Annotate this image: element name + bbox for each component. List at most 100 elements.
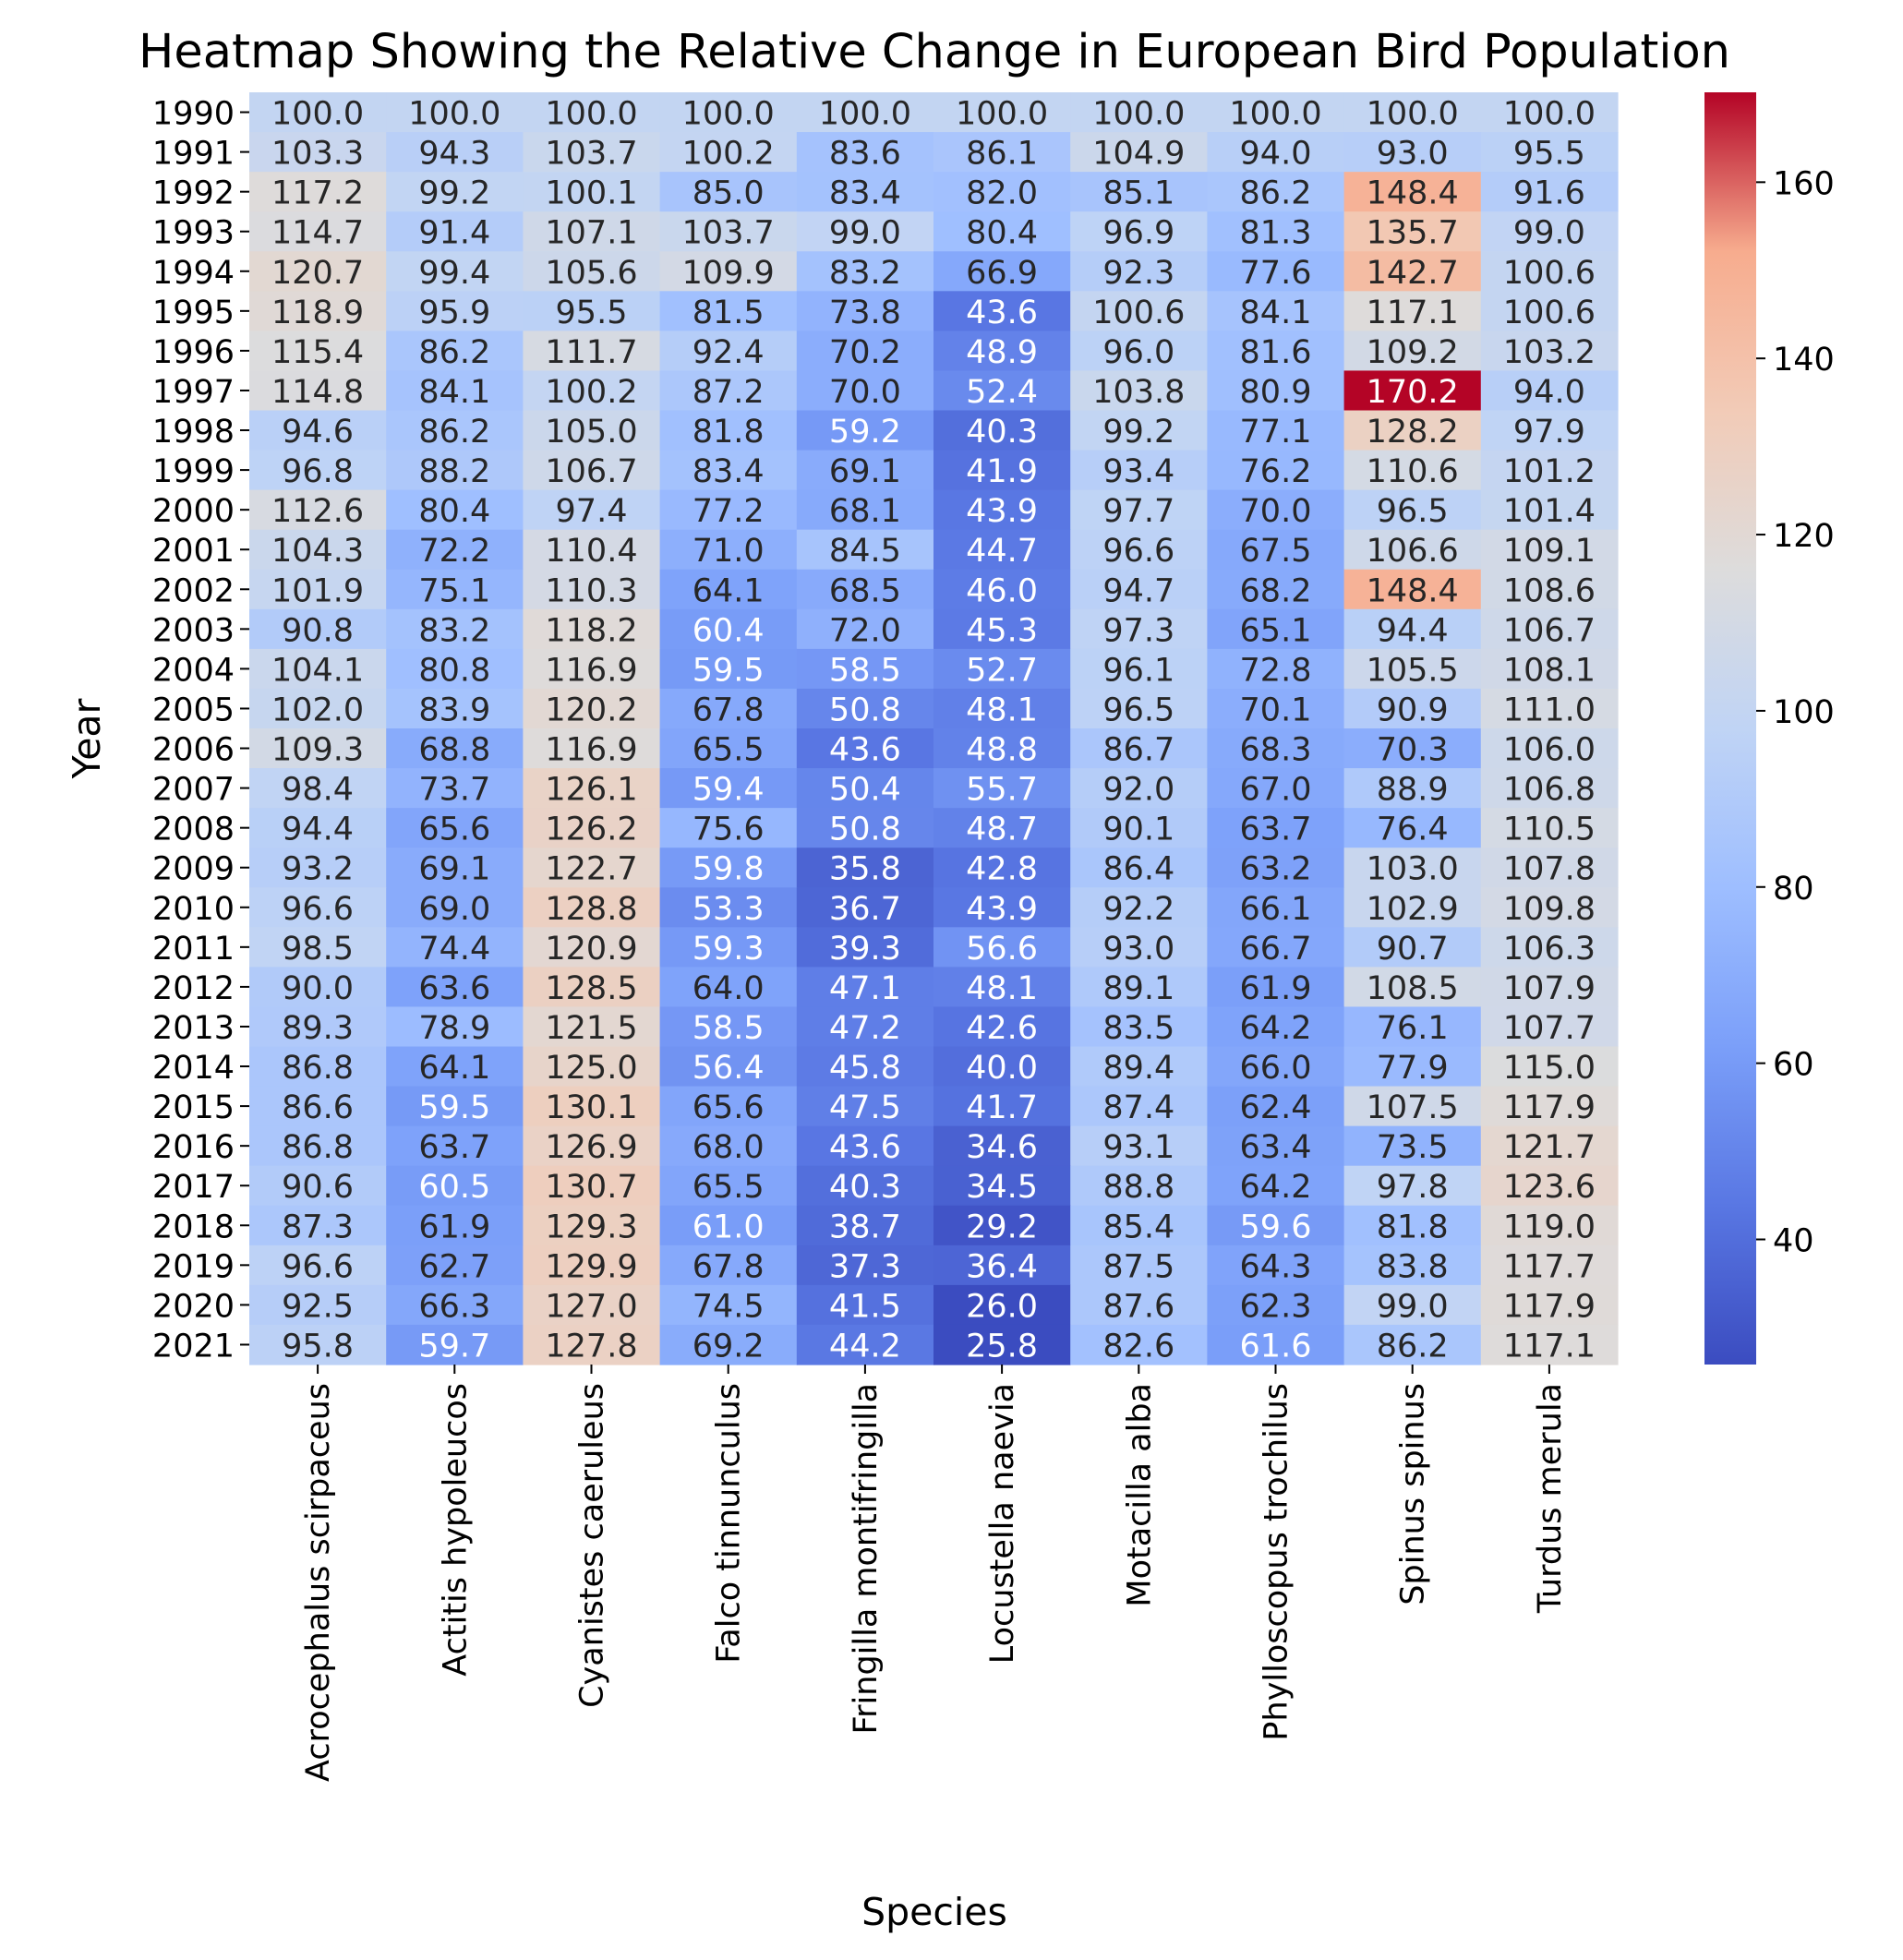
cell-value-label: 105.0 — [545, 414, 637, 451]
cell-value-label: 48.1 — [966, 691, 1038, 728]
cell-value-label: 100.0 — [1367, 96, 1459, 133]
cell-value-label: 70.0 — [1240, 493, 1312, 530]
y-tick-label: 2018 — [152, 1208, 235, 1245]
cell-value-label: 90.0 — [282, 970, 354, 1007]
cell-value-label: 130.7 — [545, 1169, 637, 1206]
y-tick-label: 2010 — [152, 891, 235, 928]
cell-value-label: 92.3 — [1102, 255, 1174, 292]
cell-value-label: 43.6 — [829, 1129, 901, 1166]
cell-value-label: 25.8 — [966, 1328, 1038, 1365]
x-tick-label: Phylloscopus trochilus — [1259, 1383, 1295, 1741]
cell-value-label: 117.1 — [1503, 1328, 1596, 1365]
cell-value-label: 50.4 — [829, 772, 901, 809]
cell-value-label: 81.6 — [1240, 334, 1312, 371]
cell-value-label: 94.4 — [282, 812, 354, 848]
cell-value-label: 63.7 — [1240, 812, 1312, 848]
x-tick-label: Motacilla alba — [1121, 1383, 1158, 1607]
cell-value-label: 56.4 — [693, 1050, 765, 1087]
cell-value-label: 117.9 — [1503, 1288, 1596, 1325]
colorbar-tick-label: 160 — [1773, 165, 1835, 202]
cell-value-label: 93.0 — [1377, 136, 1449, 173]
y-axis-label: Year — [65, 698, 109, 779]
cell-value-label: 82.0 — [966, 175, 1038, 212]
x-tick-label: Cyanistes caeruleus — [574, 1383, 611, 1708]
cell-value-label: 99.0 — [1377, 1288, 1449, 1325]
cell-value-label: 101.9 — [271, 572, 364, 609]
cell-value-label: 63.6 — [418, 970, 490, 1007]
cell-value-label: 97.3 — [1102, 612, 1174, 649]
cell-value-label: 107.9 — [1503, 970, 1596, 1007]
cell-value-label: 129.3 — [545, 1208, 637, 1245]
colorbar-ticks: 406080100120140160 — [1756, 165, 1835, 1259]
cell-value-label: 48.1 — [966, 970, 1038, 1007]
y-tick-label: 2021 — [152, 1328, 235, 1365]
cell-value-label: 59.5 — [693, 652, 765, 689]
cell-value-label: 106.7 — [545, 453, 637, 490]
cell-value-label: 93.4 — [1102, 453, 1174, 490]
cell-value-label: 81.8 — [1377, 1208, 1449, 1245]
cell-value-label: 48.7 — [966, 812, 1038, 848]
cell-value-label: 47.2 — [829, 1010, 901, 1047]
cell-value-label: 115.4 — [271, 334, 364, 371]
cell-value-label: 118.9 — [271, 295, 364, 331]
cell-value-label: 135.7 — [1367, 215, 1459, 252]
cell-value-label: 93.0 — [1102, 931, 1174, 968]
cell-value-label: 116.9 — [545, 732, 637, 769]
cell-value-label: 110.5 — [1503, 812, 1596, 848]
cell-value-label: 85.1 — [1102, 175, 1174, 212]
cell-value-label: 26.0 — [966, 1288, 1038, 1325]
cell-value-label: 64.3 — [1240, 1248, 1312, 1285]
y-tick-label: 1995 — [152, 295, 235, 331]
cell-value-label: 59.5 — [418, 1089, 490, 1126]
cell-value-label: 103.0 — [1367, 851, 1459, 888]
cell-value-label: 96.5 — [1377, 493, 1449, 530]
cell-value-label: 47.1 — [829, 970, 901, 1007]
cell-value-label: 76.1 — [1377, 1010, 1449, 1047]
cell-value-label: 95.5 — [1513, 136, 1585, 173]
cell-value-label: 100.0 — [545, 96, 637, 133]
x-tick-label: Acrocephalus scirpaceus — [300, 1383, 337, 1782]
cell-value-label: 126.1 — [545, 772, 637, 809]
cell-value-label: 103.7 — [682, 215, 775, 252]
cell-value-label: 142.7 — [1367, 255, 1459, 292]
cell-value-label: 120.9 — [545, 931, 637, 968]
cell-value-label: 92.4 — [693, 334, 765, 371]
x-tick-label: Turdus merula — [1532, 1383, 1569, 1614]
cell-value-label: 94.3 — [418, 136, 490, 173]
y-tick-label: 1990 — [152, 96, 235, 133]
cell-value-label: 81.8 — [693, 414, 765, 451]
cell-value-label: 100.0 — [1229, 96, 1321, 133]
cell-value-label: 59.4 — [693, 772, 765, 809]
cell-value-label: 74.4 — [418, 931, 490, 968]
cell-value-label: 99.4 — [418, 255, 490, 292]
cell-value-label: 100.0 — [271, 96, 364, 133]
cell-value-label: 86.2 — [1240, 175, 1312, 212]
cell-value-label: 117.1 — [1367, 295, 1459, 331]
cell-value-label: 76.4 — [1377, 812, 1449, 848]
y-tick-label: 2003 — [152, 612, 235, 649]
cell-value-label: 90.1 — [1102, 812, 1174, 848]
cell-value-label: 86.4 — [1102, 851, 1174, 888]
y-tick-label: 2009 — [152, 851, 235, 888]
cell-value-label: 114.7 — [271, 215, 364, 252]
cell-value-label: 94.0 — [1513, 374, 1585, 411]
y-tick-label: 1997 — [152, 374, 235, 411]
cell-value-label: 96.6 — [282, 1248, 354, 1285]
cell-value-label: 96.6 — [1102, 533, 1174, 570]
cell-value-label: 96.8 — [282, 453, 354, 490]
cell-value-label: 40.0 — [966, 1050, 1038, 1087]
cell-value-label: 106.7 — [1503, 612, 1596, 649]
cell-value-label: 126.2 — [545, 812, 637, 848]
cell-value-label: 117.7 — [1503, 1248, 1596, 1285]
cell-value-label: 101.2 — [1503, 453, 1596, 490]
cell-value-label: 39.3 — [829, 931, 901, 968]
cell-value-label: 119.0 — [1503, 1208, 1596, 1245]
cell-value-label: 106.8 — [1503, 772, 1596, 809]
cell-value-label: 86.8 — [282, 1050, 354, 1087]
cell-value-label: 36.4 — [966, 1248, 1038, 1285]
cell-value-label: 74.5 — [693, 1288, 765, 1325]
cell-value-label: 59.8 — [693, 851, 765, 888]
cell-value-label: 123.6 — [1503, 1169, 1596, 1206]
cell-value-label: 67.0 — [1240, 772, 1312, 809]
cell-value-label: 117.2 — [271, 175, 364, 212]
